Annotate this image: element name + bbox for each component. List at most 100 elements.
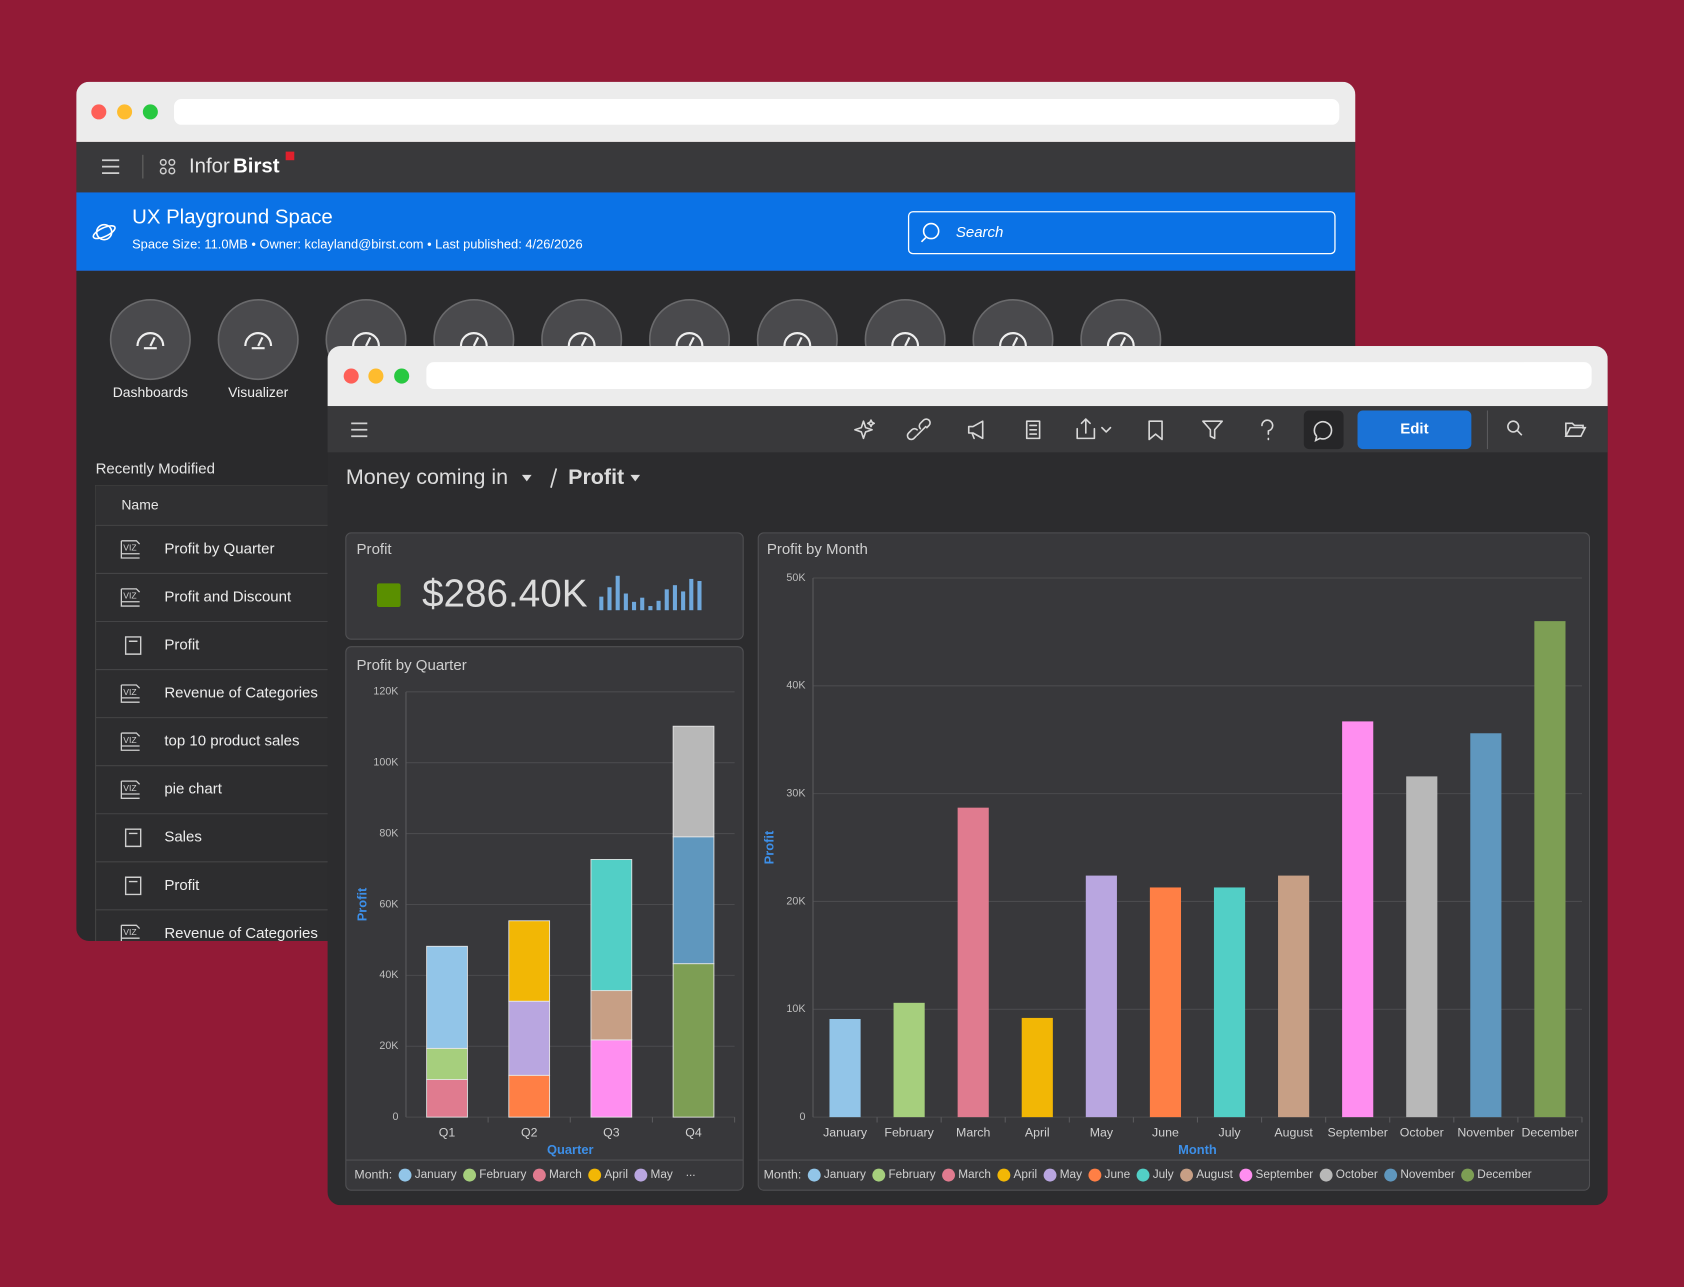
legend-swatch[interactable] [634,1168,648,1182]
legend-label[interactable]: May [1060,1167,1082,1181]
legend-swatch[interactable] [1461,1168,1475,1182]
bookmark-icon[interactable] [1148,420,1163,441]
legend-label[interactable]: June [1105,1167,1131,1181]
legend-label[interactable]: March [549,1167,582,1181]
legend-label[interactable]: May [651,1167,673,1181]
app-label[interactable]: Dashboards [113,384,188,400]
legend-swatch[interactable] [463,1168,477,1182]
legend-label[interactable]: February [888,1167,935,1181]
bar-segment[interactable] [590,859,633,992]
row-name[interactable]: Profit by Quarter [164,540,274,557]
report-icon[interactable] [1025,420,1041,440]
apps-icon[interactable] [159,158,176,175]
filter-icon[interactable] [1202,420,1223,440]
bar-segment[interactable] [426,945,468,1049]
legend-swatch[interactable] [1043,1168,1057,1182]
close-button[interactable] [91,104,107,120]
breadcrumb-item[interactable]: Profit [568,465,624,489]
bar[interactable] [1278,875,1310,1118]
dropdown-caret[interactable] [630,474,641,482]
bar-segment[interactable] [590,1039,633,1118]
bar-segment[interactable] [508,1000,551,1076]
close-button[interactable] [343,368,359,384]
minimize-button[interactable] [117,104,133,120]
breadcrumb-item[interactable]: Money coming in [346,465,508,489]
bar[interactable] [1342,721,1374,1118]
legend-label[interactable]: January [824,1167,866,1181]
legend-swatch[interactable] [1319,1168,1333,1182]
row-name[interactable]: Profit [164,637,200,654]
bar-segment[interactable] [426,1047,468,1080]
search-box[interactable] [907,211,1336,255]
legend-label[interactable]: March [958,1167,991,1181]
row-name[interactable]: Profit [164,877,200,894]
menu-icon[interactable] [351,422,368,438]
row-name[interactable]: pie chart [164,781,222,798]
legend-swatch[interactable] [532,1168,546,1182]
legend-label[interactable]: February [479,1167,526,1181]
legend-swatch[interactable] [807,1168,821,1182]
bar[interactable] [1470,733,1502,1118]
zoom-button[interactable] [142,104,158,120]
legend-label[interactable]: September [1256,1167,1314,1181]
bar-segment[interactable] [672,725,715,838]
bar[interactable] [1021,1017,1053,1118]
url-bar[interactable] [426,362,1592,389]
bar[interactable] [829,1019,861,1118]
bar[interactable] [1149,887,1182,1118]
row-name[interactable]: top 10 product sales [164,733,299,750]
ai-icon[interactable] [854,419,876,440]
bar-segment[interactable] [508,920,551,1002]
legend-swatch[interactable] [997,1168,1011,1182]
legend-label[interactable]: April [604,1167,628,1181]
link-icon[interactable] [906,418,931,441]
search-icon[interactable] [1507,420,1523,436]
legend-label[interactable]: November [1400,1167,1454,1181]
legend-label[interactable]: January [415,1167,457,1181]
bar[interactable] [1085,875,1117,1118]
refresh-button[interactable] [1303,410,1344,450]
row-name[interactable]: Revenue of Categories [164,685,318,702]
legend-swatch[interactable] [872,1168,886,1182]
legend-label[interactable]: October [1336,1167,1378,1181]
folder-icon[interactable] [1564,422,1587,438]
bar-segment[interactable] [426,1079,468,1118]
app-icon[interactable] [109,299,191,381]
bar[interactable] [1534,621,1566,1118]
edit-button[interactable] [1357,410,1472,450]
app-icon[interactable] [217,299,299,381]
legend-swatch[interactable] [1088,1168,1102,1182]
bar[interactable] [957,807,989,1118]
legend-swatch[interactable] [1384,1168,1398,1182]
legend-swatch[interactable] [1180,1168,1194,1182]
legend-label[interactable]: July [1153,1167,1174,1181]
menu-icon[interactable] [102,159,120,174]
legend-label[interactable]: December [1477,1167,1531,1181]
legend-more[interactable]: ... [686,1165,696,1179]
bar-segment[interactable] [590,990,633,1041]
legend-swatch[interactable] [398,1168,412,1182]
bar[interactable] [893,1002,925,1118]
row-name[interactable]: Sales [164,829,202,846]
help-icon[interactable] [1261,419,1274,441]
legend-swatch[interactable] [942,1168,955,1182]
minimize-button[interactable] [368,368,384,384]
bar-segment[interactable] [672,836,715,965]
legend-swatch[interactable] [588,1168,602,1182]
announce-icon[interactable] [967,420,984,440]
row-name[interactable]: Profit and Discount [164,588,292,605]
legend-label[interactable]: August [1196,1167,1233,1181]
dropdown-caret[interactable] [521,474,532,482]
bar[interactable] [1213,887,1246,1118]
share-icon[interactable] [1076,418,1112,440]
legend-label[interactable]: April [1014,1167,1038,1181]
zoom-button[interactable] [394,368,410,384]
bar-segment[interactable] [672,963,715,1118]
bar-segment[interactable] [508,1074,551,1118]
row-name[interactable]: Revenue of Categories [164,925,318,942]
app-label[interactable]: Visualizer [228,384,289,400]
legend-swatch[interactable] [1239,1168,1253,1182]
legend-swatch[interactable] [1136,1168,1150,1182]
url-bar[interactable] [173,98,1340,125]
bar[interactable] [1406,776,1438,1118]
